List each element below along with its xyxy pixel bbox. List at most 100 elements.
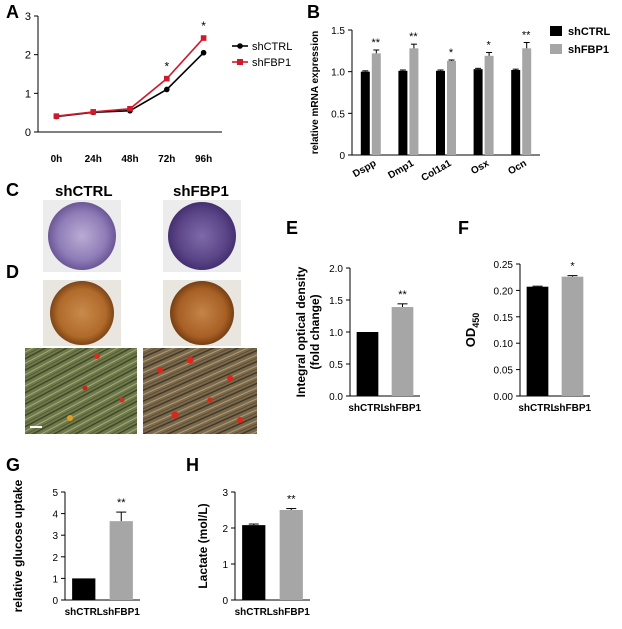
y-tick-label: 4	[52, 510, 58, 521]
data-point-shfbp1	[90, 109, 96, 115]
y-tick-label: 0	[52, 596, 58, 607]
y-tick-label: 1	[25, 88, 31, 100]
data-point-shfbp1	[200, 35, 207, 41]
y-tick-label: 1.5	[329, 296, 343, 307]
bar-shctrl	[356, 332, 379, 396]
bar-shctrl	[72, 578, 96, 600]
alp-well-shctrl	[48, 202, 116, 270]
y-axis-label: relative glucose uptake	[11, 479, 25, 612]
y-axis-label: Lactate (mol/L)	[196, 503, 210, 588]
legend-label: shCTRL	[568, 26, 610, 38]
x-tick-label: 72h	[158, 154, 175, 165]
y-tick-label: 0.05	[494, 366, 514, 377]
bar-shctrl	[436, 70, 445, 155]
bar-shfbp1	[522, 48, 532, 156]
panel-e-bar-chart: 0.0 0.5 1.0 1.5 2.0 shCTRL ** shFBP1 Integral op…	[294, 264, 422, 414]
legend-marker	[237, 59, 243, 65]
bar-shfbp1	[409, 48, 419, 156]
y-tick-label: 1.5	[331, 26, 345, 37]
significance-marker: *	[570, 261, 575, 273]
mineral-nodule	[157, 367, 163, 373]
x-tick-label: Osx	[469, 158, 491, 177]
significance-marker: **	[287, 494, 296, 506]
x-tick-label: Ocn	[506, 158, 528, 177]
bar-shfbp1	[371, 53, 381, 156]
significance-marker: **	[409, 31, 418, 43]
y-tick-label: 2.0	[329, 264, 343, 275]
significance-marker: *	[201, 19, 206, 33]
y-tick-label: 1.0	[329, 328, 343, 339]
significance-marker: *	[486, 40, 491, 52]
x-tick-label: Dspp	[351, 158, 378, 180]
legend-label: shCTRL	[252, 41, 292, 53]
x-tick-label: shFBP1	[554, 403, 592, 414]
x-tick-label: shCTRL	[518, 403, 556, 414]
data-point-shctrl	[200, 49, 207, 56]
data-point-shfbp1	[53, 113, 60, 119]
panel-letter-a: A	[6, 2, 19, 22]
x-tick-label: Col1a1	[420, 158, 454, 184]
bar-shctrl	[526, 286, 549, 396]
y-tick-label: 0.25	[494, 260, 514, 271]
mineral-nodule	[119, 397, 125, 403]
legend-label: shFBP1	[252, 57, 291, 69]
legend-swatch	[550, 26, 562, 36]
mineral-nodule	[82, 385, 88, 391]
mineral-nodule	[186, 356, 194, 364]
legend-label: shFBP1	[568, 44, 609, 56]
mineral-nodule	[171, 411, 179, 419]
ars-well-shctrl	[50, 281, 114, 345]
bar-shctrl	[360, 71, 370, 155]
y-axis-label: OD450	[463, 313, 481, 348]
y-tick-label: 3	[222, 488, 228, 499]
significance-marker: *	[164, 60, 169, 74]
mineral-nodule	[227, 375, 233, 381]
legend-marker	[237, 43, 243, 49]
x-tick-label: shCTRL	[65, 607, 103, 618]
panel-letter-b: B	[307, 2, 320, 22]
x-tick-label: 96h	[195, 154, 212, 165]
series-line-shfbp1	[56, 37, 205, 117]
x-tick-label: shCTRL	[348, 403, 386, 414]
y-tick-label: 1.0	[331, 68, 345, 79]
significance-marker: **	[398, 289, 407, 301]
photo-label-shfbp1: shFBP1	[173, 183, 229, 200]
x-tick-label: 0h	[51, 154, 63, 165]
y-tick-label: 0.5	[331, 109, 345, 120]
significance-marker: **	[522, 30, 531, 42]
y-axis-label-subscript: 450	[471, 313, 481, 328]
x-tick-label: shCTRL	[235, 607, 273, 618]
y-tick-label: 0	[222, 596, 228, 607]
panel-letter-h: H	[186, 455, 199, 475]
significance-marker: **	[117, 497, 126, 509]
y-tick-label: 0	[25, 127, 31, 139]
y-tick-label: 0.15	[494, 313, 514, 324]
significance-marker: *	[449, 47, 454, 59]
y-tick-label: 2	[25, 50, 31, 62]
ars-well-shfbp1	[170, 281, 234, 345]
mineral-nodule	[207, 397, 213, 403]
y-tick-label: 0	[339, 151, 345, 162]
y-tick-label: 0.0	[329, 392, 343, 403]
panel-letter-e: E	[286, 218, 299, 238]
y-tick-label: 2	[52, 553, 58, 564]
panel-letter-g: G	[6, 455, 21, 475]
y-tick-label: 2	[222, 524, 228, 535]
panel-letter-f: F	[458, 218, 469, 238]
bar-shfbp1	[561, 276, 584, 396]
bar-shctrl	[398, 70, 408, 155]
y-tick-label: 0.10	[494, 339, 514, 350]
x-tick-label: Dmp1	[386, 158, 416, 182]
mineral-nodule	[94, 353, 100, 359]
y-axis-label: relative mRNA expression	[310, 31, 321, 155]
panel-g-bar-chart: 0 1 2 3 4 5 shCTRL ** shFBP1 relative glucose upt…	[11, 479, 140, 618]
data-point-shfbp1	[127, 106, 133, 112]
y-axis-label: Integral optical density	[294, 266, 308, 397]
y-tick-label: 1	[52, 574, 58, 585]
x-tick-label: shFBP1	[273, 607, 311, 618]
bar-shfbp1	[391, 307, 414, 396]
bar-shctrl	[511, 70, 521, 155]
data-point-shctrl	[164, 86, 170, 93]
x-tick-label: 24h	[85, 154, 102, 165]
